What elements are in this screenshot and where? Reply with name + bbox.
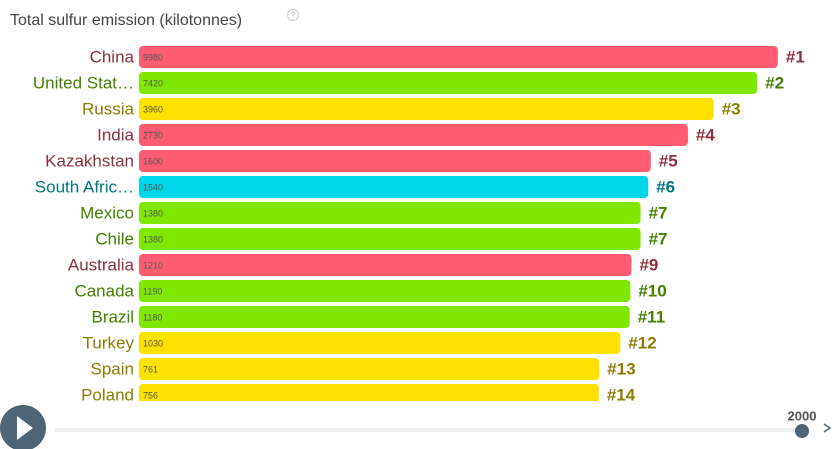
bars: 9980 China #1 7420 United Stat… #2 3960 Russia #…: [33, 46, 805, 404]
bar: [139, 150, 651, 172]
rank-label: #2: [765, 73, 784, 92]
value-label: 1540: [143, 182, 163, 192]
category-label: China: [90, 47, 135, 66]
bar: [139, 332, 621, 354]
value-label: 756: [143, 390, 158, 400]
play-button[interactable]: [0, 405, 46, 449]
rank-label: #14: [607, 385, 636, 404]
value-label: 1030: [143, 338, 163, 348]
value-label: 9980: [143, 52, 163, 62]
value-label: 1180: [143, 312, 162, 322]
value-label: 1600: [143, 156, 163, 166]
category-label: United Stat…: [33, 73, 134, 92]
year-label: 2000: [788, 408, 817, 423]
bar: [139, 72, 758, 94]
category-label: Canada: [74, 281, 134, 300]
value-label: 1380: [143, 208, 163, 218]
value-label: 1380: [143, 234, 163, 244]
category-label: Brazil: [91, 307, 134, 326]
help-icon[interactable]: ?: [287, 9, 299, 21]
value-label: 1210: [143, 260, 163, 270]
slider-knob[interactable]: [795, 424, 809, 438]
rank-label: #5: [659, 151, 678, 170]
rank-label: #1: [786, 47, 805, 66]
category-label: Poland: [81, 385, 134, 404]
rank-label: #12: [628, 333, 656, 352]
rank-label: #7: [649, 203, 668, 222]
category-label: Mexico: [80, 203, 134, 222]
bar: [139, 254, 632, 276]
category-label: India: [97, 125, 134, 144]
rank-label: #4: [696, 125, 715, 144]
rank-label: #11: [638, 307, 665, 326]
rank-label: #10: [638, 281, 666, 300]
bar: [139, 306, 630, 328]
bar: [139, 98, 714, 120]
rank-label: #13: [607, 359, 635, 378]
bar: [139, 228, 641, 250]
bar: [139, 202, 641, 224]
bar: [139, 46, 778, 68]
rank-label: #9: [639, 255, 658, 274]
rank-label: #3: [722, 99, 741, 118]
chart-title: Total sulfur emission (kilotonnes): [10, 12, 242, 29]
category-label: Spain: [91, 359, 134, 378]
rank-label: #6: [656, 177, 675, 196]
bar: [139, 358, 600, 380]
category-label: South Afric…: [35, 177, 134, 196]
rank-label: #7: [649, 229, 668, 248]
value-label: 1190: [143, 286, 162, 296]
step-arrow[interactable]: [823, 423, 832, 433]
category-label: Russia: [82, 99, 135, 118]
value-label: 761: [143, 364, 158, 374]
value-label: 7420: [143, 78, 163, 88]
bar: [139, 384, 599, 401]
bar: [139, 176, 649, 198]
svg-text:?: ?: [291, 11, 296, 20]
category-label: Kazakhstan: [45, 151, 134, 170]
category-label: Chile: [95, 229, 134, 248]
category-label: Australia: [68, 255, 135, 274]
bar: [139, 280, 631, 302]
value-label: 2730: [143, 130, 163, 140]
category-label: Turkey: [83, 333, 135, 352]
value-label: 3960: [143, 104, 163, 114]
bar: [139, 124, 688, 146]
